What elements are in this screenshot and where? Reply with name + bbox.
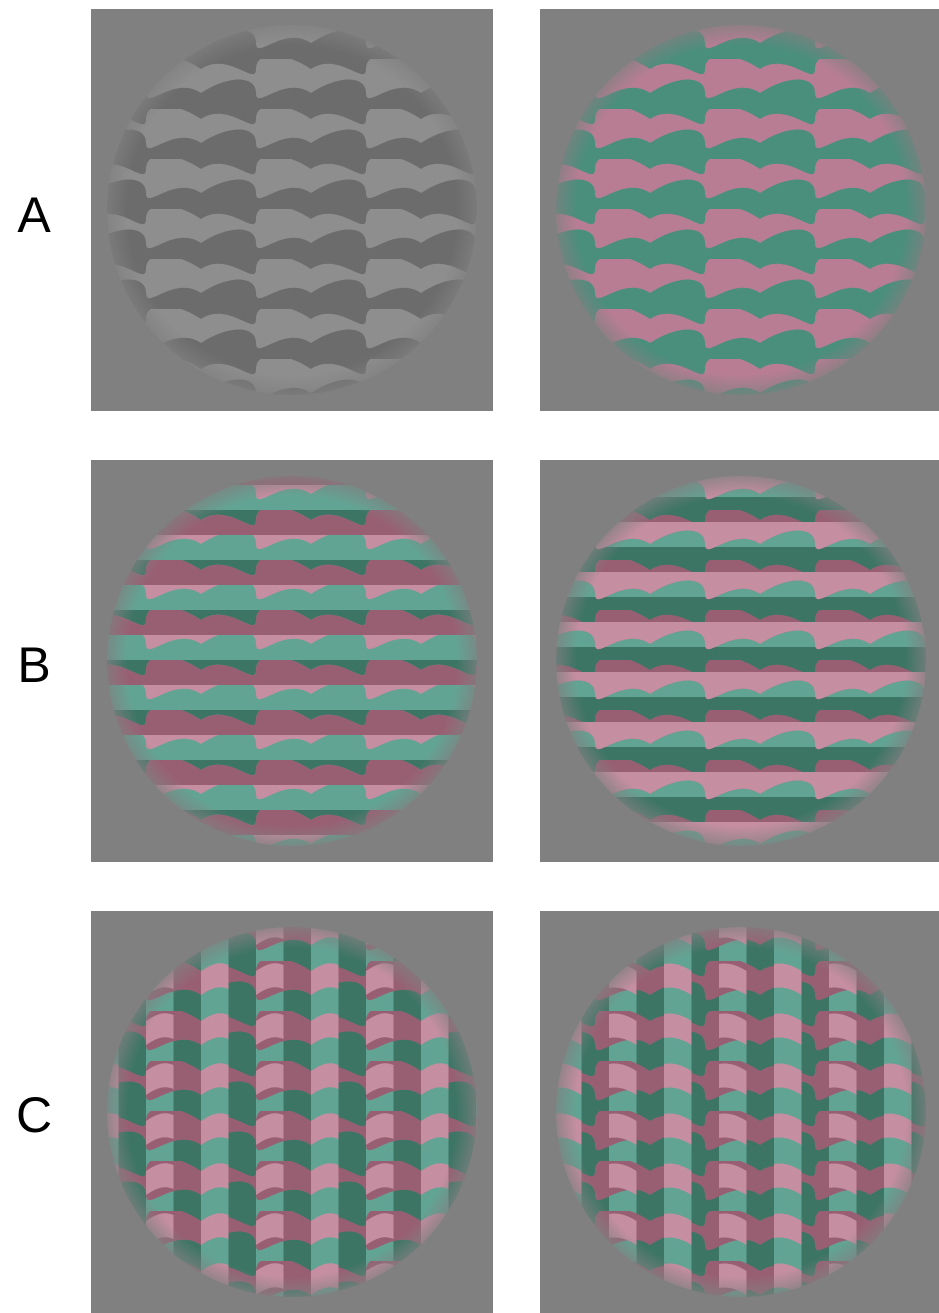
stimulus-panel-c-right — [540, 911, 939, 1313]
row-label-b: B — [17, 637, 51, 693]
row-label-c: C — [15, 1087, 53, 1143]
stimulus-panel-b-left — [91, 460, 493, 862]
wavy-color-with-vertical-luminance — [91, 911, 493, 1313]
wavy-luminance-grating — [91, 9, 493, 411]
stimulus-panel-b-right — [540, 460, 939, 862]
stimulus-panel-c-left — [91, 911, 493, 1313]
wavy-red-green-grating — [540, 9, 939, 411]
row-label-a: A — [17, 187, 51, 243]
wavy-color-with-vertical-luminance-shifted — [540, 911, 939, 1313]
stimulus-panel-a-right — [540, 9, 939, 411]
stimulus-panel-a-left — [91, 9, 493, 411]
wavy-color-with-horizontal-luminance — [91, 460, 493, 862]
wavy-color-with-horizontal-luminance-shifted — [540, 460, 939, 862]
